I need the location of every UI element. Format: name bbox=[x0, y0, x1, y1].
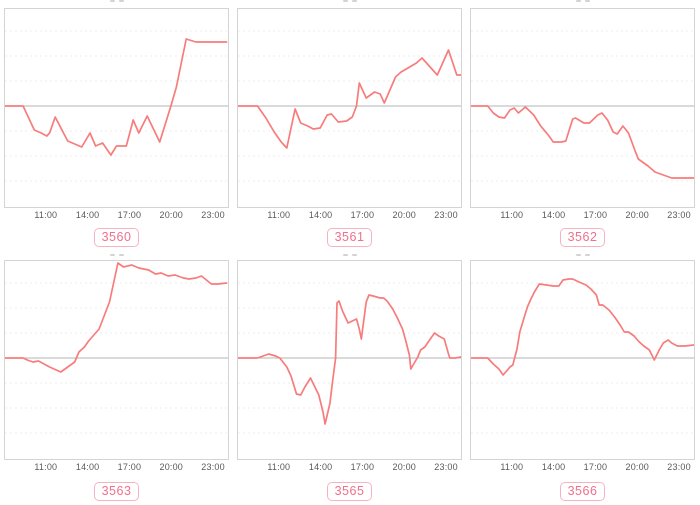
x-tick-label: 17:00 bbox=[117, 462, 142, 472]
x-tick-label: 23:00 bbox=[667, 210, 691, 220]
line-chart-svg bbox=[238, 282, 461, 434]
badge-row: 3562 bbox=[470, 228, 695, 247]
badge-row: 3560 bbox=[4, 228, 229, 247]
chart-cell-3563: 11:00 14:00 17:00 20:00 23:00 3563 bbox=[4, 247, 229, 501]
clipped-chart-title bbox=[4, 247, 229, 260]
line-chart-svg bbox=[471, 30, 694, 182]
x-tick-label: 17:00 bbox=[583, 462, 608, 472]
clipped-title-fragment bbox=[109, 254, 124, 256]
series-line bbox=[471, 278, 694, 376]
clipped-title-fragment bbox=[109, 0, 124, 2]
clipped-title-fragment bbox=[342, 254, 357, 256]
x-tick-label: 20:00 bbox=[159, 210, 184, 220]
clipped-chart-title bbox=[4, 0, 229, 8]
series-line bbox=[5, 262, 228, 373]
line-chart-svg bbox=[5, 30, 228, 182]
clipped-chart-title bbox=[470, 247, 695, 260]
line-chart-plot bbox=[470, 8, 695, 208]
chart-id-badge[interactable]: 3561 bbox=[326, 228, 373, 247]
line-chart-svg bbox=[238, 30, 461, 182]
series-line bbox=[238, 294, 461, 425]
x-tick-label: 17:00 bbox=[583, 210, 608, 220]
chart-cell-3565: 11:00 14:00 17:00 20:00 23:00 3565 bbox=[237, 247, 462, 501]
clipped-title-fragment bbox=[575, 0, 590, 2]
chart-id-badge[interactable]: 3566 bbox=[559, 482, 606, 501]
x-tick-label: 11:00 bbox=[267, 210, 291, 220]
x-tick-label: 23:00 bbox=[434, 210, 458, 220]
series-line bbox=[238, 49, 461, 149]
x-axis-ticks: 11:00 14:00 17:00 20:00 23:00 bbox=[237, 460, 462, 472]
x-tick-label: 14:00 bbox=[308, 462, 333, 472]
series-line bbox=[5, 38, 228, 156]
chart-id-badge[interactable]: 3562 bbox=[559, 228, 606, 247]
x-axis-ticks: 11:00 14:00 17:00 20:00 23:00 bbox=[4, 460, 229, 472]
x-tick-label: 20:00 bbox=[392, 462, 417, 472]
x-tick-label: 20:00 bbox=[159, 462, 184, 472]
chart-id-badge[interactable]: 3565 bbox=[326, 482, 373, 501]
x-tick-label: 11:00 bbox=[500, 462, 524, 472]
x-tick-label: 14:00 bbox=[541, 462, 566, 472]
x-axis-ticks: 11:00 14:00 17:00 20:00 23:00 bbox=[470, 208, 695, 220]
chart-cell-3566: 11:00 14:00 17:00 20:00 23:00 3566 bbox=[470, 247, 695, 501]
badge-row: 3561 bbox=[237, 228, 462, 247]
x-tick-label: 11:00 bbox=[34, 462, 58, 472]
x-tick-label: 23:00 bbox=[434, 462, 458, 472]
x-tick-label: 14:00 bbox=[308, 210, 333, 220]
line-chart-plot bbox=[4, 8, 229, 208]
line-chart-plot bbox=[237, 8, 462, 208]
x-tick-label: 17:00 bbox=[117, 210, 142, 220]
x-tick-label: 11:00 bbox=[267, 462, 291, 472]
x-tick-label: 20:00 bbox=[625, 210, 650, 220]
x-axis-ticks: 11:00 14:00 17:00 20:00 23:00 bbox=[470, 460, 695, 472]
x-tick-label: 14:00 bbox=[75, 462, 100, 472]
x-tick-label: 14:00 bbox=[541, 210, 566, 220]
x-tick-label: 14:00 bbox=[75, 210, 100, 220]
chart-cell-3562: 11:00 14:00 17:00 20:00 23:00 3562 bbox=[470, 0, 695, 247]
x-tick-label: 11:00 bbox=[500, 210, 524, 220]
line-chart-plot bbox=[4, 260, 229, 460]
clipped-title-fragment bbox=[575, 254, 590, 256]
chart-cell-3560: 11:00 14:00 17:00 20:00 23:00 3560 bbox=[4, 0, 229, 247]
badge-row: 3565 bbox=[237, 482, 462, 501]
x-tick-label: 23:00 bbox=[667, 462, 691, 472]
badge-row: 3566 bbox=[470, 482, 695, 501]
clipped-chart-title bbox=[237, 0, 462, 8]
chart-id-badge[interactable]: 3560 bbox=[93, 228, 140, 247]
x-tick-label: 23:00 bbox=[201, 210, 225, 220]
clipped-title-fragment bbox=[342, 0, 357, 2]
clipped-chart-title bbox=[237, 247, 462, 260]
clipped-chart-title bbox=[470, 0, 695, 8]
badge-row: 3563 bbox=[4, 482, 229, 501]
line-chart-plot bbox=[470, 260, 695, 460]
line-chart-svg bbox=[5, 262, 228, 434]
series-line bbox=[471, 105, 694, 179]
x-tick-label: 17:00 bbox=[350, 210, 375, 220]
x-tick-label: 20:00 bbox=[625, 462, 650, 472]
x-axis-ticks: 11:00 14:00 17:00 20:00 23:00 bbox=[237, 208, 462, 220]
chart-id-badge[interactable]: 3563 bbox=[93, 482, 140, 501]
line-chart-plot bbox=[237, 260, 462, 460]
x-tick-label: 11:00 bbox=[34, 210, 58, 220]
x-tick-label: 23:00 bbox=[201, 462, 225, 472]
x-axis-ticks: 11:00 14:00 17:00 20:00 23:00 bbox=[4, 208, 229, 220]
chart-cell-3561: 11:00 14:00 17:00 20:00 23:00 3561 bbox=[237, 0, 462, 247]
x-tick-label: 20:00 bbox=[392, 210, 417, 220]
x-tick-label: 17:00 bbox=[350, 462, 375, 472]
line-chart-svg bbox=[471, 278, 694, 434]
